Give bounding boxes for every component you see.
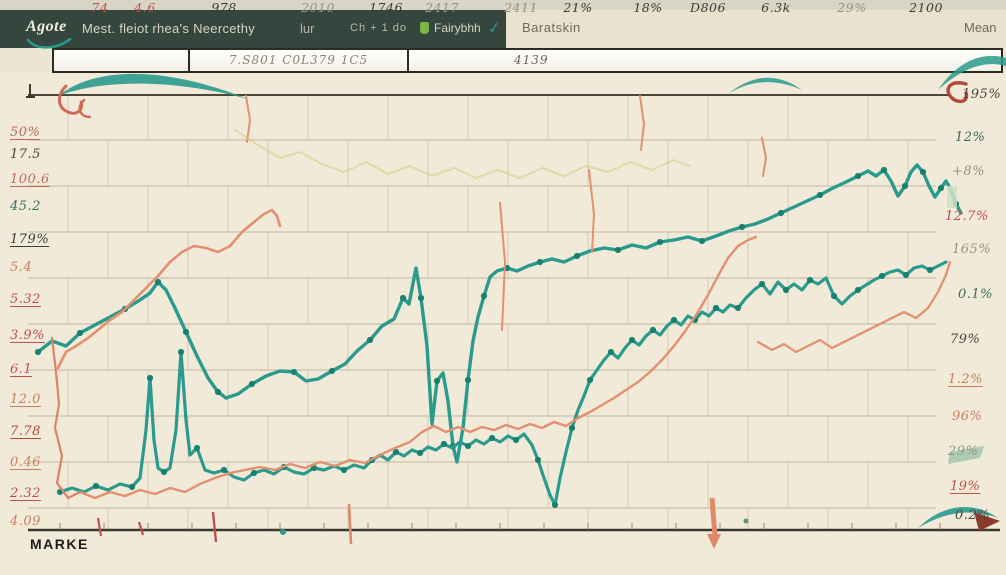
series-salmon-bottom <box>78 235 758 500</box>
series-yellow-faint <box>234 129 691 179</box>
app-logo: Agote <box>26 18 67 35</box>
green-dot-mark <box>743 518 749 524</box>
red-axis-mark-1 <box>96 517 103 537</box>
header-menu-item[interactable]: lur <box>300 21 315 36</box>
series-salmon-strand-4 <box>639 95 645 151</box>
red-axis-mark-2 <box>137 521 145 536</box>
series-salmon-right <box>756 260 952 354</box>
toolbar-input-row: 7.S801 C0L379 1C5 4139 <box>52 48 1003 73</box>
green-flag-icon <box>948 446 984 464</box>
red-hook-right-icon <box>946 81 969 104</box>
arrow-swoosh-top-right-icon <box>938 55 1006 90</box>
red-axis-mark-3 <box>211 511 218 543</box>
salmon-axis-strand-2 <box>709 497 718 537</box>
green-tag-icon <box>947 186 957 208</box>
user-badge[interactable]: Fairybhh <box>434 21 481 35</box>
toolbar-field-1[interactable] <box>54 50 190 71</box>
series-salmon-strand-1 <box>245 95 251 143</box>
top-left-tick <box>26 84 35 98</box>
arrowhead-bottom-right-icon <box>974 512 1000 531</box>
series-salmon-strand-2 <box>499 202 506 331</box>
teal-dot-mark <box>280 529 286 535</box>
series-salmon-left-rise <box>56 208 282 370</box>
series-teal-lower <box>58 260 948 507</box>
toolbar-field-2[interactable]: 7.S801 C0L379 1C5 <box>190 50 409 71</box>
badge-icon <box>420 22 429 34</box>
arrow-swoosh-mid-icon <box>728 77 802 94</box>
logo-underline-swoosh-icon <box>26 38 72 49</box>
arrow-swoosh-bottom-right-icon <box>918 507 998 528</box>
header-right-panel: Baratskin Mean <box>506 10 1006 48</box>
header-subtitle: Mest. fleiot rhea's Neercethy <box>82 21 256 36</box>
arrow-swoosh-top-left-icon <box>58 73 248 99</box>
salmon-arrowhead-icon <box>707 534 721 549</box>
series-salmon-strand-5 <box>761 137 767 177</box>
salmon-axis-strand-1 <box>347 503 353 545</box>
toolbar-field-3[interactable]: 4139 <box>514 53 549 67</box>
header-bar: Agote Mest. fleiot rhea's Neercethy lur … <box>0 10 506 49</box>
red-hook-left-icon <box>58 84 84 115</box>
header-status[interactable]: Ch + 1 do <box>350 22 408 34</box>
red-hook-left-2-icon <box>78 98 92 119</box>
series-salmon-left-strand <box>50 336 82 500</box>
series-salmon-strand-3 <box>588 169 595 253</box>
panel-label: Baratskin <box>522 20 581 35</box>
panel-right-label: Mean <box>964 20 997 35</box>
